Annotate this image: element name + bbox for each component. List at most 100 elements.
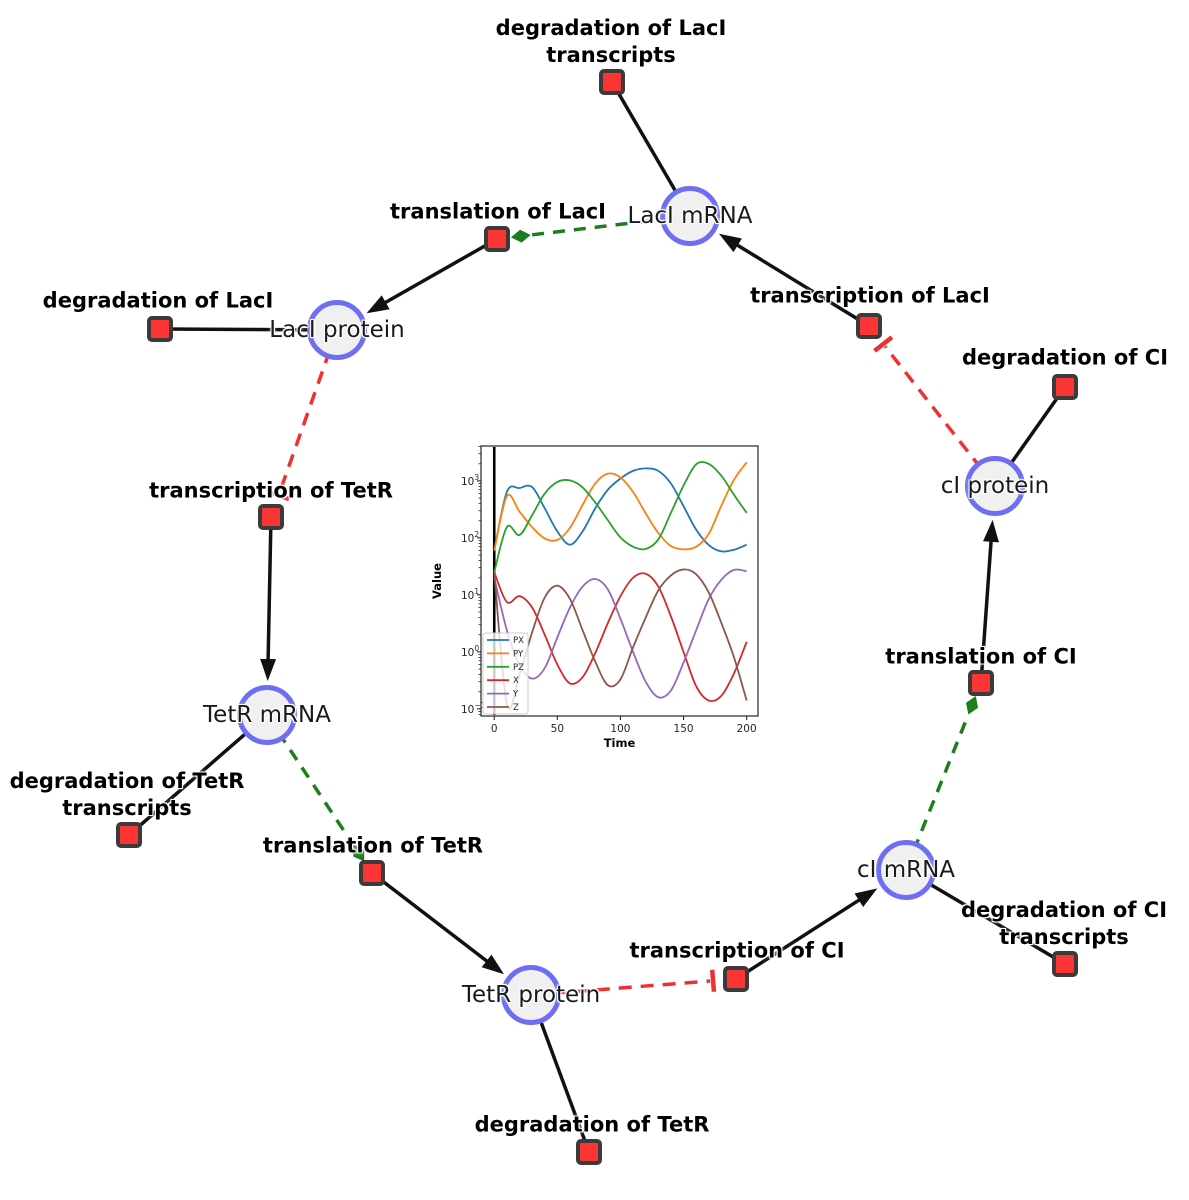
diamond-arrowhead	[353, 844, 365, 862]
arrowhead	[260, 658, 277, 682]
species-node-tetr-protein[interactable]	[501, 965, 561, 1025]
series-group	[493, 461, 748, 710]
x-tick-label: 200	[737, 723, 757, 735]
diamond-arrowhead	[510, 229, 531, 243]
x-tick-label: 50	[551, 723, 564, 735]
reaction-label-line: translation of TetR	[262, 833, 484, 858]
reaction-label-degradation-of-tetr: degradation of TetR	[475, 1112, 710, 1139]
reaction-label-line: transcripts	[546, 43, 676, 67]
arrowhead	[366, 295, 390, 314]
y-tick-label: 103	[461, 473, 479, 488]
edge-product-translation-of-ci-to-ci-protein	[979, 519, 1000, 684]
reaction-label-line: degradation of CI	[961, 345, 1169, 370]
legend-label-PZ: PZ	[513, 663, 524, 673]
reaction-label-line: degradation of TetR	[474, 1112, 710, 1137]
reaction-label-translation-of-tetr: translation of TetR	[263, 833, 483, 860]
reaction-node-degradation-of-tetr-transcripts[interactable]	[116, 822, 142, 848]
species-node-ci-mrna[interactable]	[876, 840, 936, 900]
reaction-label-transcription-of-ci: transcription of CI	[629, 938, 844, 965]
inhibitor-bar	[709, 969, 717, 992]
reaction-node-degradation-of-tetr[interactable]	[576, 1139, 602, 1165]
x-tick-label: 100	[610, 723, 630, 735]
reaction-label-line: degradation of TetR	[9, 769, 245, 793]
y-tick-label: 102	[461, 530, 479, 545]
legend-label-PX: PX	[513, 636, 524, 646]
arrowhead	[481, 954, 505, 975]
reaction-label-line: transcription of LacI	[750, 283, 990, 308]
reaction-node-degradation-of-laci[interactable]	[147, 316, 173, 342]
reaction-node-transcription-of-tetr[interactable]	[258, 504, 284, 530]
reaction-node-transcription-of-laci[interactable]	[856, 313, 882, 339]
x-tick-label: 0	[491, 723, 498, 735]
y-tick-label: 10−1	[461, 701, 486, 716]
reaction-node-degradation-of-laci-transcripts[interactable]	[599, 69, 625, 95]
reaction-label-transcription-of-tetr: transcription of TetR	[149, 478, 393, 505]
reaction-label-line: degradation of LacI	[42, 288, 274, 313]
series-line-PX	[493, 467, 747, 553]
legend-label-PY: PY	[513, 649, 524, 659]
series-line-PZ	[493, 461, 748, 573]
reaction-label-translation-of-laci: translation of LacI	[390, 199, 606, 226]
reaction-node-degradation-of-ci-transcripts[interactable]	[1052, 951, 1078, 977]
edge-product-transcription-of-ci-to-ci-mrna	[735, 888, 878, 981]
edge-product-transcription-of-tetr-to-tetr-mrna	[260, 516, 277, 682]
chart-y-axis-label: Value	[430, 563, 444, 599]
arrowhead	[718, 233, 742, 253]
reaction-label-degradation-of-ci-transcripts: degradation of CI transcripts	[961, 897, 1167, 951]
chart-legend: PX PY PZ XYZ	[482, 632, 529, 715]
reaction-node-degradation-of-ci[interactable]	[1052, 374, 1078, 400]
species-label-ci-mrna: cI mRNA	[856, 857, 956, 883]
edge-product-translation-of-tetr-to-tetr-protein	[370, 871, 505, 975]
y-tick-label: 101	[461, 587, 479, 602]
reaction-label-degradation-of-ci: degradation of CI	[962, 345, 1168, 372]
plot-frame	[480, 445, 759, 717]
reaction-label-line: translation of CI	[885, 644, 1077, 669]
reaction-label-line: transcription of CI	[629, 938, 845, 963]
reaction-label-line: transcripts	[999, 925, 1129, 949]
inhibitor-bar	[873, 335, 894, 353]
edge-product-transcription-of-laci-to-laci-mrna	[718, 233, 870, 328]
reaction-label-line: transcription of TetR	[149, 478, 393, 503]
reaction-node-translation-of-laci[interactable]	[484, 226, 510, 252]
reaction-label-degradation-of-tetr-transcripts: degradation of TetR transcripts	[10, 768, 245, 822]
species-label-tetr-protein: TetR protein	[461, 982, 601, 1008]
reaction-label-line: degradation of LacI	[495, 16, 727, 40]
species-node-ci-protein[interactable]	[965, 456, 1025, 516]
series-line-Z	[493, 568, 748, 710]
legend-label-X: X	[513, 676, 519, 686]
reaction-label-translation-of-ci: translation of CI	[885, 644, 1076, 671]
species-label-laci-mrna: LacI mRNA	[627, 203, 753, 229]
reaction-node-translation-of-tetr[interactable]	[359, 860, 385, 886]
reaction-node-translation-of-ci[interactable]	[968, 670, 994, 696]
species-node-tetr-mrna[interactable]	[237, 685, 297, 745]
species-label-ci-protein: cI protein	[940, 473, 1050, 499]
species-label-laci-protein: LacI protein	[269, 317, 405, 343]
reaction-label-degradation-of-laci-transcripts: degradation of LacI transcripts	[496, 15, 727, 69]
arrowhead	[854, 888, 878, 907]
inhibitor-bar	[267, 489, 290, 502]
series-line-PY	[493, 461, 748, 551]
series-line-Y	[493, 568, 747, 699]
species-node-laci-protein[interactable]	[307, 300, 367, 360]
inset-chart: 0 50 100 150 200 10−1 100 101 102 103 PX PY PZ X Y Z Tim…	[425, 432, 770, 762]
edge-reactant-ci-mrna-to-degradation-of-ci-transcripts	[905, 868, 1066, 966]
reaction-label-transcription-of-laci: transcription of LacI	[750, 283, 990, 310]
arrowhead	[983, 519, 1000, 543]
diamond-arrowhead	[966, 695, 979, 715]
species-node-laci-mrna[interactable]	[660, 186, 720, 246]
reaction-label-line: translation of LacI	[390, 199, 606, 224]
y-tick-label: 100	[461, 644, 479, 659]
edge-product-translation-of-laci-to-laci-protein	[366, 237, 498, 314]
reaction-label-line: transcripts	[62, 796, 192, 820]
reaction-node-transcription-of-ci[interactable]	[723, 966, 749, 992]
reaction-label-degradation-of-laci: degradation of LacI	[43, 288, 274, 315]
reaction-label-line: degradation of CI	[960, 898, 1168, 922]
species-label-tetr-mrna: TetR mRNA	[203, 702, 331, 728]
x-tick-label: 150	[674, 723, 694, 735]
chart-x-axis-label: Time	[604, 736, 636, 750]
timecourse-plot: 0 50 100 150 200 10−1 100 101 102 103 PX PY PZ XYZ Tim…	[430, 445, 759, 750]
legend-label-Z: Z	[513, 703, 519, 713]
series-line-X	[493, 571, 748, 703]
legend-label-Y: Y	[512, 690, 519, 700]
